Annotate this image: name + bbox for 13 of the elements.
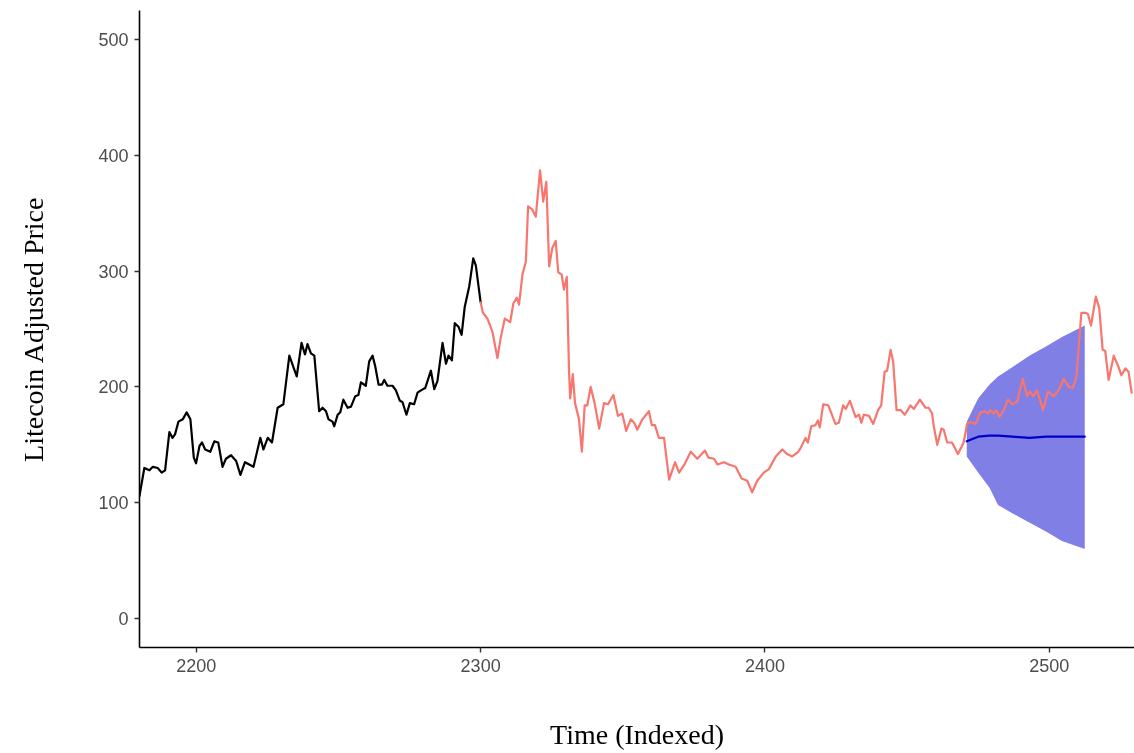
- y-tick-label: 400: [98, 145, 129, 166]
- y-tick-label: 300: [98, 261, 129, 282]
- x-axis-title: Time (Indexed): [550, 718, 724, 750]
- x-tick-label: 2500: [1029, 655, 1070, 676]
- x-tick-label: 2200: [176, 655, 217, 676]
- x-tick-label: 2300: [460, 655, 501, 676]
- y-tick-label: 100: [98, 493, 129, 514]
- y-tick-label: 0: [118, 609, 129, 630]
- y-tick-label: 200: [98, 377, 129, 398]
- x-tick-label: 2400: [744, 655, 785, 676]
- line-series: [479, 169, 1133, 494]
- y-axis-title: Litecoin Adjusted Price: [18, 197, 50, 462]
- y-tick-label: 500: [98, 29, 129, 50]
